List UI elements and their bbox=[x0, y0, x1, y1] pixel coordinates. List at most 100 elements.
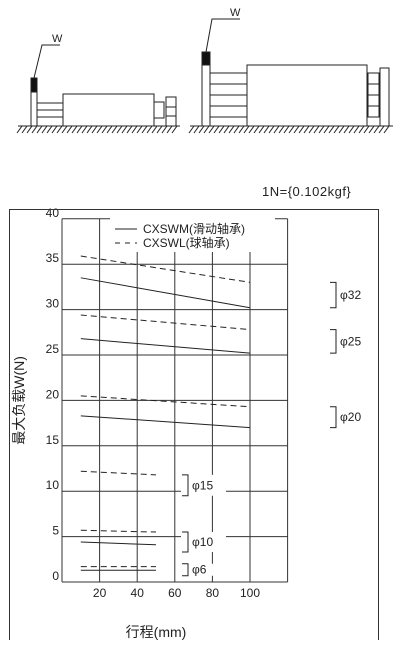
hatch-stroke bbox=[21, 125, 28, 134]
group-label-background bbox=[329, 406, 374, 428]
group-label-background bbox=[329, 329, 374, 354]
group-bracket bbox=[330, 406, 337, 429]
large-right-plate bbox=[379, 67, 390, 127]
small-w-label: W bbox=[52, 33, 63, 45]
group-label: φ10 bbox=[192, 535, 213, 549]
small-end-cap bbox=[153, 101, 165, 119]
hatch-stroke bbox=[51, 125, 58, 134]
hatch-stroke bbox=[31, 125, 38, 134]
hatch-stroke bbox=[338, 125, 345, 134]
hatch-stroke bbox=[188, 125, 195, 134]
large-ground-hatch bbox=[188, 125, 390, 134]
group-labels: φ32 φ25 φ20 φ15 φ10 φ6 bbox=[181, 281, 374, 577]
y-tick-label: 0 bbox=[52, 569, 59, 583]
hatch-stroke bbox=[86, 125, 93, 134]
hatch-stroke bbox=[268, 125, 275, 134]
group-label: φ6 bbox=[192, 563, 207, 577]
hatch-stroke bbox=[343, 125, 350, 134]
series-group bbox=[80, 255, 251, 571]
hatch-stroke bbox=[248, 125, 255, 134]
small-rod-top bbox=[36, 102, 64, 111]
hatch-stroke bbox=[146, 125, 153, 134]
hatch-stroke bbox=[46, 125, 53, 134]
hatch-stroke bbox=[151, 125, 158, 134]
hatch-stroke bbox=[16, 125, 23, 134]
hatch-stroke bbox=[171, 125, 178, 134]
hatch-stroke bbox=[26, 125, 33, 134]
hatch-stroke bbox=[161, 125, 168, 134]
hatch-stroke bbox=[61, 125, 68, 134]
hatch-stroke bbox=[218, 125, 225, 134]
hatch-stroke bbox=[141, 125, 148, 134]
hatch-stroke bbox=[96, 125, 103, 134]
y-tick-label: 20 bbox=[46, 387, 60, 401]
small-load-block bbox=[30, 77, 38, 93]
y-tick-label: 10 bbox=[46, 478, 60, 492]
y-tick-label: 5 bbox=[52, 524, 59, 538]
hatch-stroke bbox=[121, 125, 128, 134]
large-rod-3 bbox=[209, 94, 248, 107]
hatch-stroke bbox=[208, 125, 215, 134]
hatch-stroke bbox=[323, 125, 330, 134]
small-ground-hatch bbox=[16, 125, 178, 134]
legend-label: CXSWM(滑动轴承) bbox=[143, 221, 245, 236]
hatch-stroke bbox=[363, 125, 370, 134]
series-line bbox=[80, 470, 157, 476]
hatch-stroke bbox=[71, 125, 78, 134]
hatch-stroke bbox=[66, 125, 73, 134]
group-label: φ25 bbox=[340, 334, 361, 348]
hatch-stroke bbox=[283, 125, 290, 134]
group-bracket bbox=[182, 563, 189, 577]
legend-background bbox=[110, 218, 275, 252]
small-right-plate bbox=[165, 96, 177, 127]
x-tick-label: 80 bbox=[206, 586, 220, 600]
legend: CXSWM(滑动轴承)CXSWL(球轴承) bbox=[110, 218, 275, 252]
hatch-stroke bbox=[76, 125, 83, 134]
legend-label: CXSWL(球轴承) bbox=[143, 235, 230, 250]
hatch-stroke bbox=[166, 125, 173, 134]
hatch-stroke bbox=[233, 125, 240, 134]
grid bbox=[61, 218, 289, 583]
hatch-stroke bbox=[193, 125, 200, 134]
hatch-stroke bbox=[313, 125, 320, 134]
hatch-stroke bbox=[353, 125, 360, 134]
hatch-stroke bbox=[378, 125, 385, 134]
hatch-stroke bbox=[288, 125, 295, 134]
series-line bbox=[80, 277, 251, 309]
hatch-stroke bbox=[106, 125, 113, 134]
hatch-stroke bbox=[243, 125, 250, 134]
group-label: φ20 bbox=[340, 410, 361, 424]
y-tick-label: 15 bbox=[46, 433, 60, 447]
hatch-stroke bbox=[308, 125, 315, 134]
group-label: φ15 bbox=[192, 478, 213, 492]
y-tick-label: 30 bbox=[46, 297, 60, 311]
hatch-stroke bbox=[41, 125, 48, 134]
small-label-leader bbox=[33, 44, 60, 79]
x-tick-label: 20 bbox=[93, 586, 107, 600]
hatch-stroke bbox=[91, 125, 98, 134]
series-line bbox=[80, 338, 251, 354]
hatch-stroke bbox=[131, 125, 138, 134]
series-line bbox=[80, 314, 251, 331]
hatch-stroke bbox=[373, 125, 380, 134]
y-tick-label: 25 bbox=[46, 342, 60, 356]
x-tick-label: 40 bbox=[131, 586, 145, 600]
hatch-stroke bbox=[228, 125, 235, 134]
hatch-stroke bbox=[368, 125, 375, 134]
series-line bbox=[80, 255, 251, 283]
hatch-stroke bbox=[116, 125, 123, 134]
group-bracket bbox=[182, 474, 189, 497]
small-rod-bottom bbox=[36, 109, 64, 118]
large-rod-2 bbox=[209, 83, 248, 96]
small-left-plate bbox=[30, 91, 38, 127]
hatch-stroke bbox=[213, 125, 220, 134]
hatch-stroke bbox=[223, 125, 230, 134]
hatch-stroke bbox=[303, 125, 310, 134]
series-line bbox=[80, 415, 251, 429]
large-rod-4 bbox=[209, 105, 248, 118]
hatch-stroke bbox=[258, 125, 265, 134]
chart-frame bbox=[9, 209, 379, 640]
group-label-background bbox=[181, 563, 226, 576]
